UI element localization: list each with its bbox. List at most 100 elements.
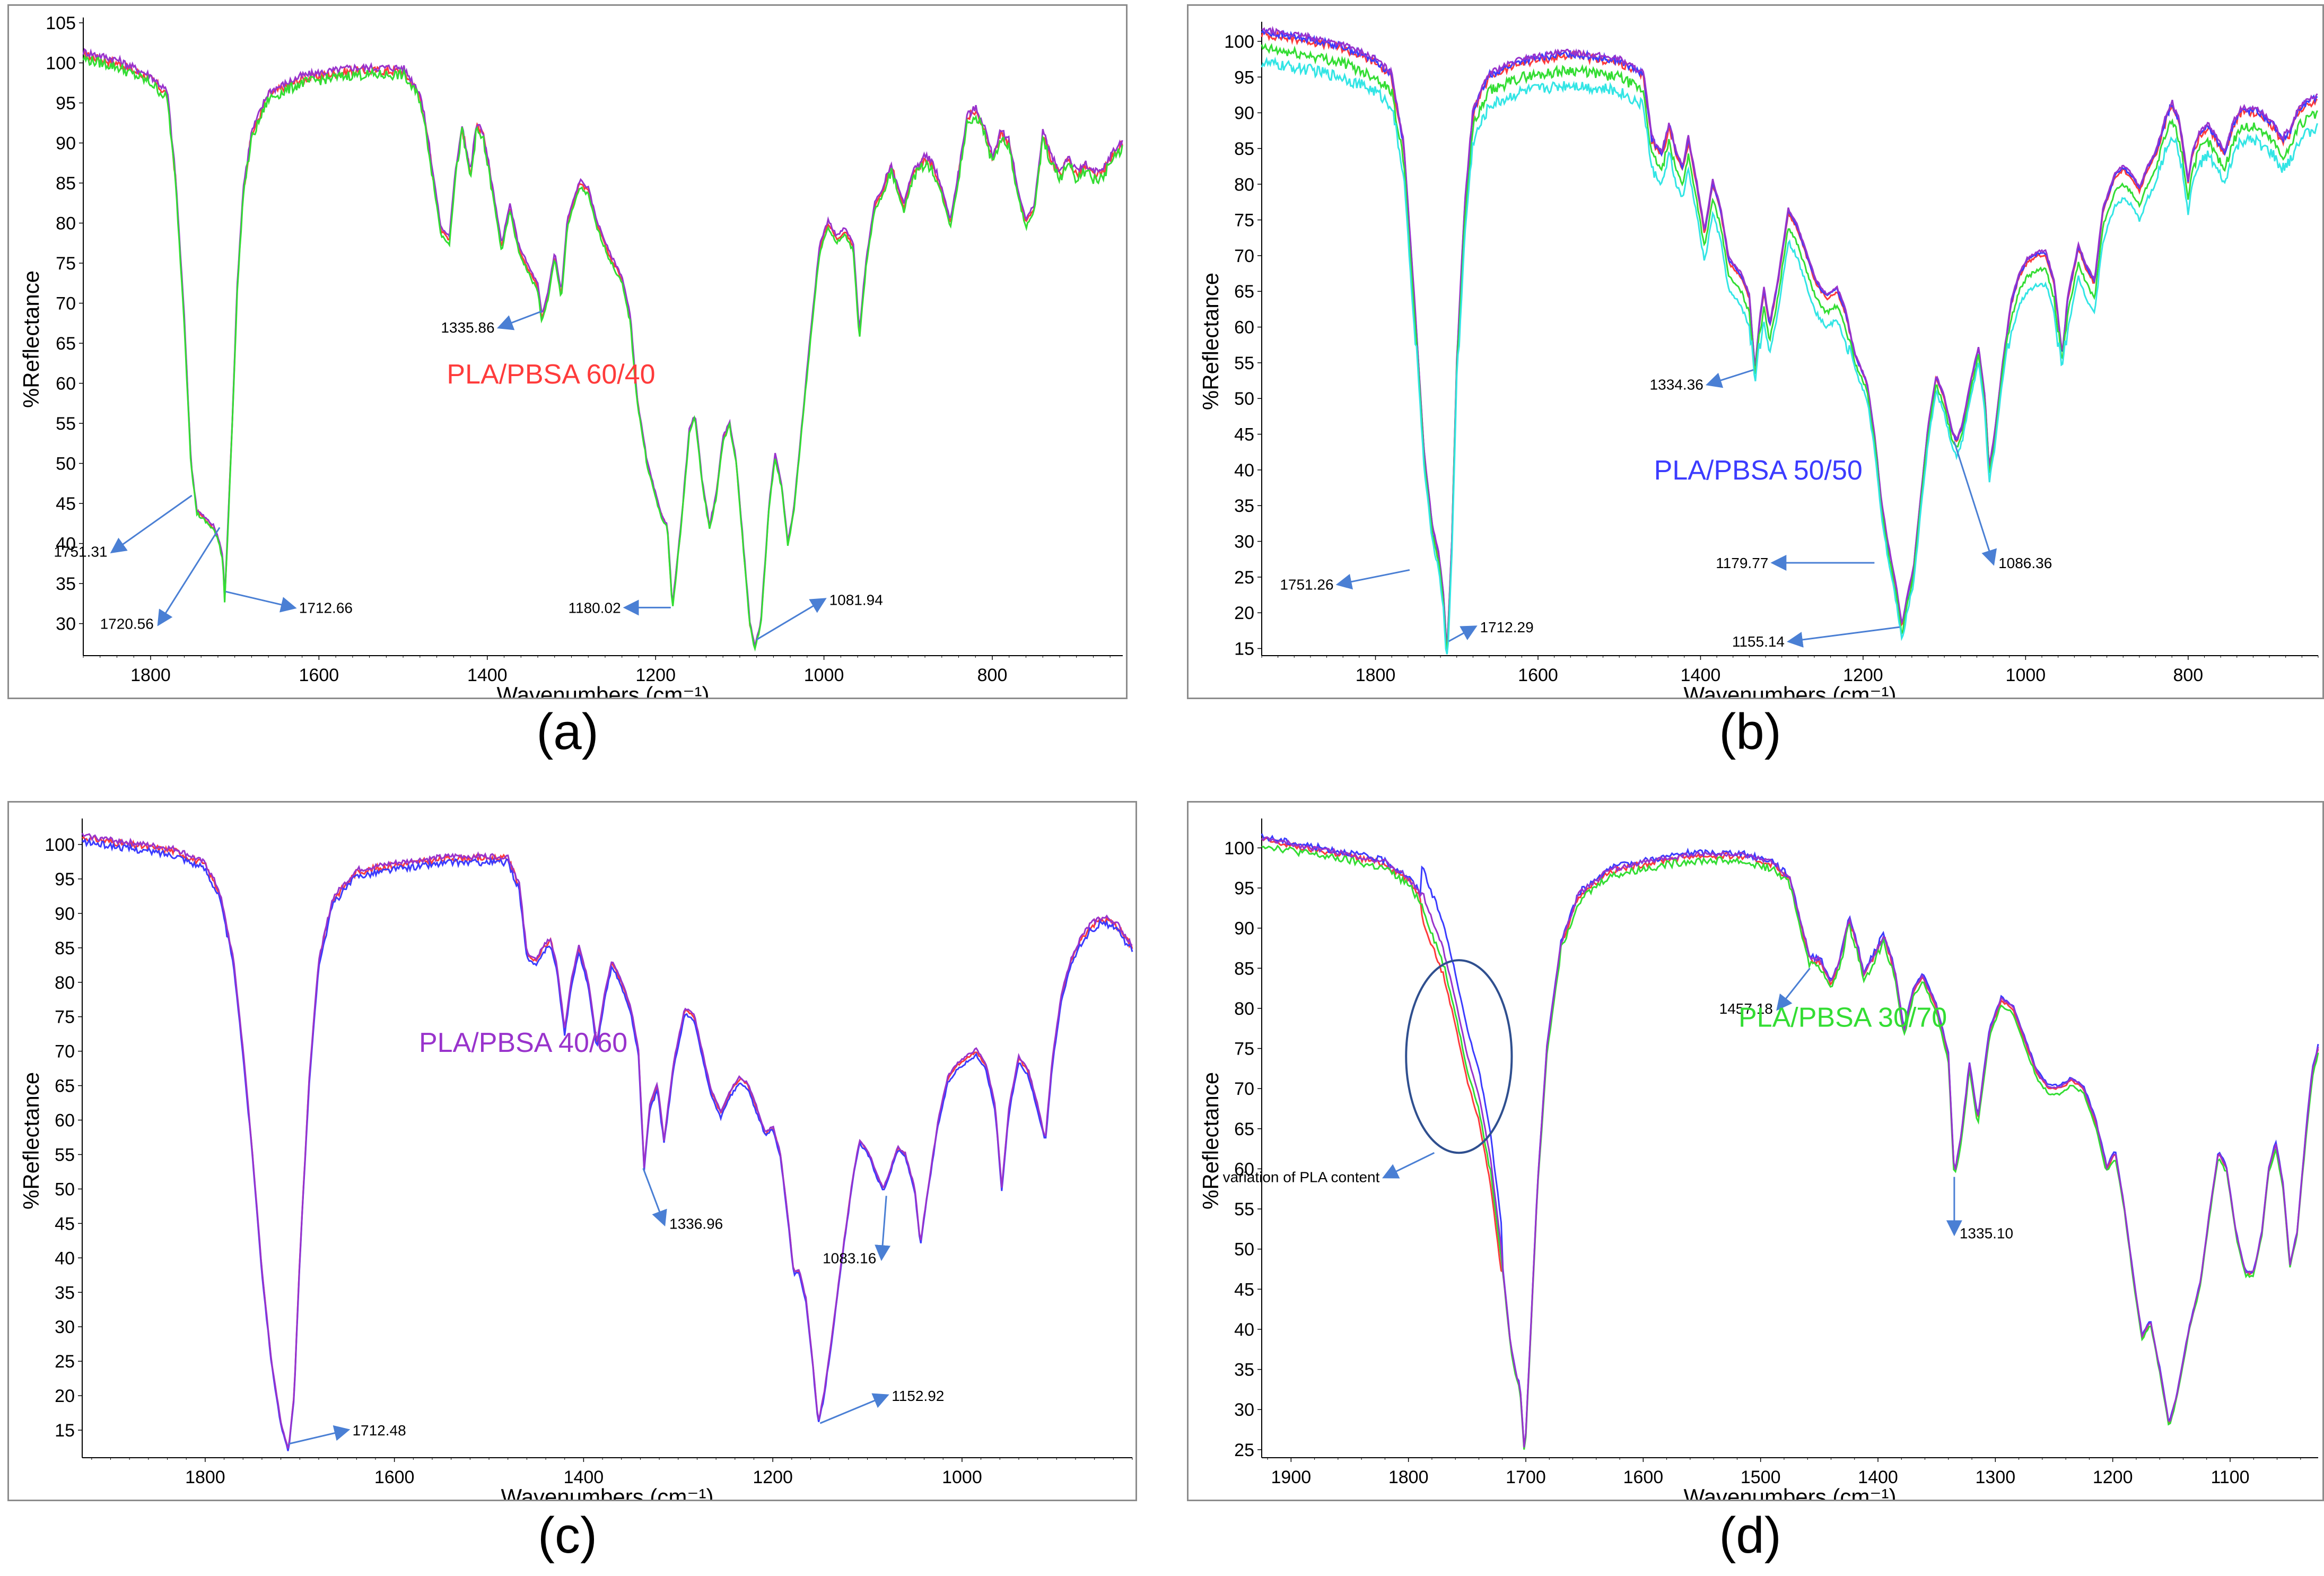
annotation-label: 1152.92 bbox=[892, 1388, 944, 1404]
x-tick-label: 800 bbox=[977, 665, 1008, 685]
y-tick-label: 25 bbox=[1234, 568, 1254, 588]
annotation-arrow bbox=[1448, 625, 1478, 642]
y-tick-label: 35 bbox=[55, 1283, 75, 1303]
annotation-label: 1457.18 bbox=[1719, 1000, 1773, 1017]
annotation-label: 1336.96 bbox=[669, 1215, 723, 1232]
annotation-arrow bbox=[756, 598, 827, 641]
y-tick-label: 25 bbox=[55, 1352, 75, 1372]
series-line-red bbox=[83, 50, 1123, 649]
y-tick-label: 65 bbox=[55, 1076, 75, 1096]
x-tick-label: 800 bbox=[2173, 665, 2203, 685]
y-tick-label: 75 bbox=[1234, 211, 1254, 231]
annotation-label: 1086.36 bbox=[1998, 555, 2052, 571]
y-tick-label: 90 bbox=[1234, 919, 1254, 939]
y-axis-label-d: %Reflectance bbox=[1198, 1072, 1223, 1209]
x-tick-label: 1600 bbox=[1518, 665, 1558, 685]
y-tick-label: 15 bbox=[1234, 639, 1254, 659]
y-tick-label: 70 bbox=[55, 1042, 75, 1062]
annotation-arrow bbox=[157, 527, 221, 626]
x-tick-label: 1300 bbox=[1976, 1467, 2016, 1487]
series-line-purple bbox=[1261, 836, 2319, 1448]
y-tick-label: 35 bbox=[56, 574, 76, 594]
series-line-red bbox=[1261, 30, 2318, 655]
annotation-arrow bbox=[1335, 569, 1410, 590]
y-tick-label: 85 bbox=[56, 173, 76, 194]
x-tick-label: 1800 bbox=[1356, 665, 1396, 685]
x-tick-label: 1400 bbox=[467, 665, 508, 685]
y-tick-label: 65 bbox=[1234, 1119, 1254, 1139]
y-tick-label: 80 bbox=[55, 973, 75, 993]
y-tick-label: 105 bbox=[46, 13, 76, 33]
y-tick-label: 40 bbox=[1234, 460, 1254, 481]
panel-a-caption: (a) bbox=[536, 703, 599, 760]
y-tick-label: 30 bbox=[1234, 532, 1254, 552]
y-tick-label: 50 bbox=[1234, 1240, 1254, 1260]
annotation-label: 1081.94 bbox=[829, 591, 883, 608]
x-tick-label: 1600 bbox=[299, 665, 339, 685]
y-tick-label: 55 bbox=[1234, 353, 1254, 373]
annotation-arrow bbox=[1787, 626, 1900, 648]
y-tick-label: 100 bbox=[46, 54, 76, 74]
annotation-label: 1751.26 bbox=[1280, 576, 1333, 593]
y-tick-label: 30 bbox=[1234, 1400, 1254, 1420]
y-tick-label: 15 bbox=[55, 1421, 75, 1441]
y-tick-label: 95 bbox=[56, 93, 76, 114]
y-tick-label: 45 bbox=[1234, 425, 1254, 445]
y-tick-label: 20 bbox=[1234, 603, 1254, 623]
y-tick-label: 80 bbox=[1234, 999, 1254, 1019]
annotation-arrow bbox=[496, 310, 543, 330]
y-tick-label: 60 bbox=[1234, 1159, 1254, 1179]
y-tick-label: 65 bbox=[56, 334, 76, 354]
series-line-purple bbox=[81, 833, 1133, 1449]
panel-b: 15 20 25 30 35 40 45 50 55 60 65 70 75 80 85 90 95 100 180… bbox=[1187, 4, 2324, 699]
series-line-green bbox=[82, 54, 1123, 652]
x-tick-label: 1000 bbox=[942, 1467, 982, 1487]
y-tick-label: 60 bbox=[56, 374, 76, 394]
panel-c-caption: (c) bbox=[538, 1507, 597, 1564]
x-tick-label: 1600 bbox=[1623, 1467, 1664, 1487]
y-tick-label: 30 bbox=[56, 614, 76, 634]
chart-a: 30 35 40 45 50 55 60 65 70 75 80 85 90 95 100 105 1800 16… bbox=[19, 13, 1123, 698]
y-tick-label: 85 bbox=[55, 938, 75, 959]
annotation-arrow bbox=[225, 590, 297, 613]
panel-c: 15 20 25 30 35 40 45 50 55 60 65 70 75 80 85 90 95 100 180… bbox=[7, 801, 1137, 1501]
annotation-label: 1083.16 bbox=[823, 1250, 876, 1266]
y-tick-label: 100 bbox=[45, 835, 75, 855]
y-tick-label: 40 bbox=[1234, 1320, 1254, 1340]
y-tick-label: 100 bbox=[1224, 838, 1254, 858]
annotation-label: 1751.31 bbox=[54, 544, 107, 560]
y-tick-label: 35 bbox=[1234, 1360, 1254, 1380]
annotation-label: 1334.36 bbox=[1650, 376, 1703, 393]
y-tick-label: 20 bbox=[55, 1386, 75, 1406]
y-axis-label-b: %Reflectance bbox=[1198, 273, 1223, 410]
chart-c: 15 20 25 30 35 40 45 50 55 60 65 70 75 80 85 90 95 100 180… bbox=[19, 819, 1133, 1500]
panel-title-a: PLA/PBSA 60/40 bbox=[447, 359, 655, 390]
y-tick-label: 70 bbox=[1234, 246, 1254, 266]
y-tick-label: 100 bbox=[1224, 32, 1254, 52]
y-tick-label: 50 bbox=[55, 1179, 75, 1199]
y-tick-label: 90 bbox=[56, 134, 76, 154]
panel-d: 25 30 35 40 45 50 55 60 65 70 75 80 85 90 95 100 1900 180… bbox=[1187, 801, 2324, 1501]
panel-title-d: PLA/PBSA 30/70 bbox=[1738, 1002, 1947, 1033]
annotation-label: 1712.48 bbox=[352, 1422, 406, 1439]
x-axis-label-d: Wavenumbers (cm⁻¹) bbox=[1684, 1484, 1897, 1500]
y-tick-label: 90 bbox=[1234, 103, 1254, 124]
y-tick-label: 50 bbox=[1234, 389, 1254, 409]
y-tick-label: 35 bbox=[1234, 496, 1254, 516]
panel-b-caption: (b) bbox=[1719, 703, 1781, 760]
y-tick-label: 75 bbox=[55, 1007, 75, 1028]
y-tick-label: 45 bbox=[55, 1214, 75, 1234]
x-tick-label: 1600 bbox=[374, 1467, 415, 1487]
x-tick-label: 1800 bbox=[1388, 1467, 1429, 1487]
annotation-arrow bbox=[1953, 441, 1997, 566]
annotation-label: variation of PLA content bbox=[1223, 1169, 1380, 1186]
series-line-purple bbox=[1261, 25, 2318, 653]
y-tick-label: 80 bbox=[1234, 175, 1254, 195]
panel-title-b: PLA/PBSA 50/50 bbox=[1654, 455, 1863, 486]
series-line-purple bbox=[82, 48, 1123, 648]
annotation-arrow bbox=[819, 1393, 889, 1424]
x-tick-label: 1200 bbox=[753, 1467, 793, 1487]
series-line-blue bbox=[82, 837, 1133, 1451]
x-tick-label: 1000 bbox=[804, 665, 844, 685]
y-tick-label: 90 bbox=[55, 904, 75, 924]
